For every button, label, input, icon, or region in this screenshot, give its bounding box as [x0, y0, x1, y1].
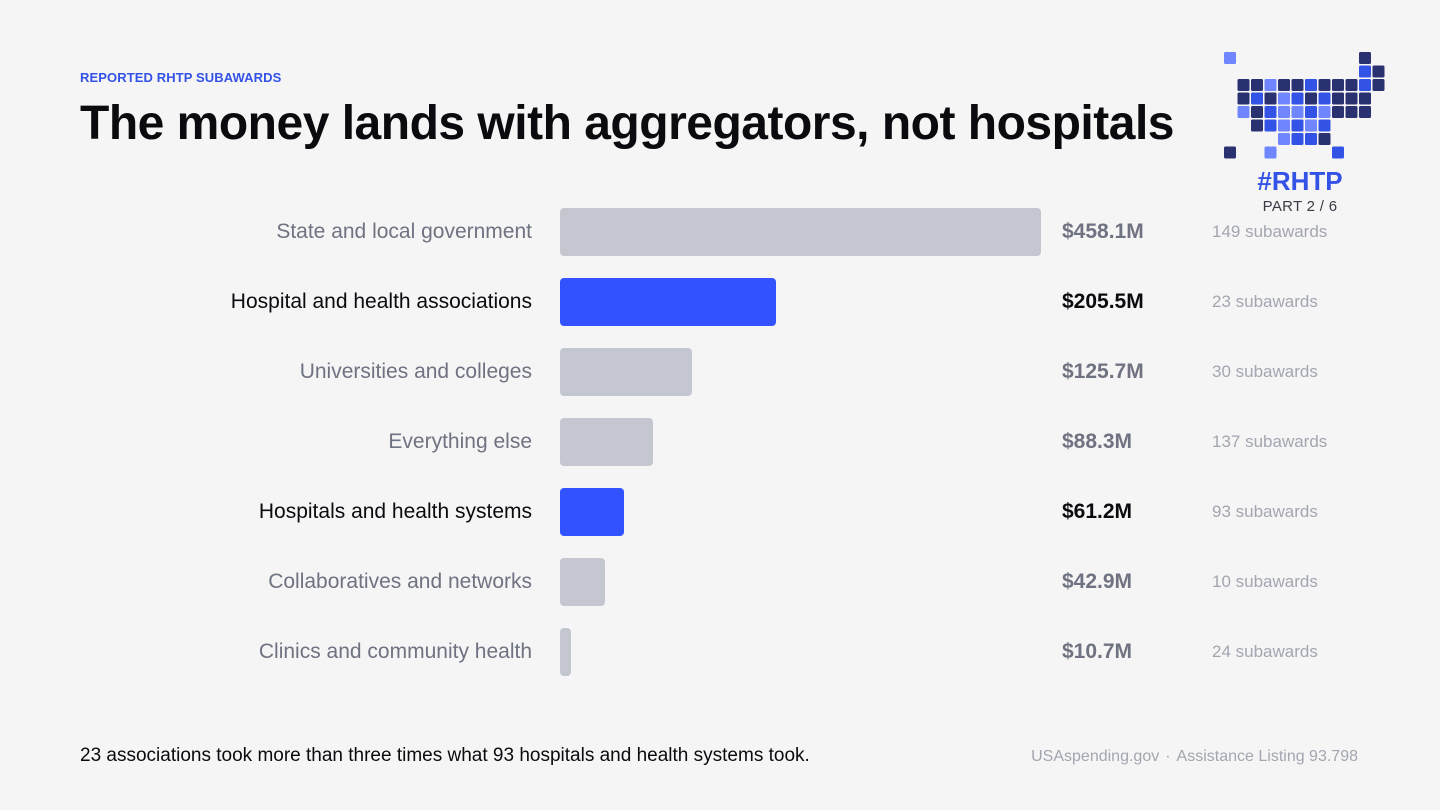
- subaward-count-label: 24 subawards: [1212, 642, 1318, 661]
- bar: [560, 348, 692, 396]
- source-site: USAspending.gov: [1031, 748, 1160, 765]
- value-label: $205.5M: [1062, 290, 1144, 313]
- category-label: Clinics and community health: [258, 640, 532, 663]
- bar: [560, 488, 624, 536]
- us-map-mosaic-icon: [1224, 52, 1385, 159]
- eyebrow-label: REPORTED RHTP SUBAWARDS: [80, 70, 282, 85]
- category-label: Universities and colleges: [299, 360, 532, 383]
- page-title: The money lands with aggregators, not ho…: [80, 97, 1174, 150]
- value-label: $125.7M: [1062, 360, 1144, 383]
- category-label: Hospital and health associations: [230, 290, 532, 313]
- value-label: $88.3M: [1062, 430, 1133, 453]
- subaward-count-label: 23 subawards: [1212, 292, 1318, 311]
- category-label: Hospitals and health systems: [258, 500, 532, 523]
- source-listing: Assistance Listing 93.798: [1176, 748, 1358, 765]
- subaward-count-label: 10 subawards: [1212, 572, 1318, 591]
- source-separator: ·: [1165, 748, 1171, 765]
- category-label: State and local government: [276, 220, 532, 243]
- bar: [560, 418, 653, 466]
- bar: [560, 558, 605, 606]
- bar: [560, 208, 1041, 256]
- badge-hashtag: #RHTP: [1257, 166, 1343, 196]
- subaward-count-label: 137 subawards: [1212, 432, 1328, 451]
- category-label: Collaboratives and networks: [268, 570, 532, 593]
- subaward-count-label: 30 subawards: [1212, 362, 1318, 381]
- value-label: $42.9M: [1062, 570, 1133, 593]
- value-label: $10.7M: [1062, 640, 1133, 663]
- source-credit: USAspending.gov · Assistance Listing 93.79…: [1031, 748, 1358, 766]
- value-label: $61.2M: [1062, 500, 1133, 523]
- subaward-count-label: 93 subawards: [1212, 502, 1318, 521]
- subaward-count-label: 149 subawards: [1212, 222, 1328, 241]
- bar: [560, 278, 776, 326]
- bar: [560, 628, 571, 676]
- rhtp-badge: #RHTP PART 2 / 6: [1220, 50, 1392, 218]
- chart-footnote: 23 associations took more than three tim…: [80, 745, 810, 766]
- badge-part-indicator: PART 2 / 6: [1262, 198, 1338, 215]
- category-label: Everything else: [388, 430, 532, 453]
- value-label: $458.1M: [1062, 220, 1144, 243]
